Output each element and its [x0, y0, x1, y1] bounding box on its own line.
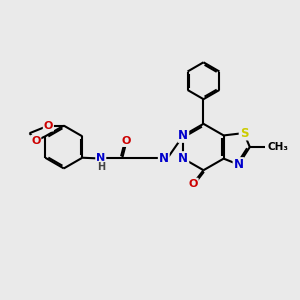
Text: N: N [159, 152, 169, 165]
Text: CH₃: CH₃ [267, 142, 288, 152]
Text: N: N [178, 152, 188, 165]
Text: O: O [188, 178, 198, 189]
Text: H: H [97, 162, 105, 172]
Text: O: O [44, 121, 53, 130]
Text: N: N [233, 158, 244, 171]
Text: N: N [178, 129, 188, 142]
Text: O: O [122, 136, 131, 146]
Text: O: O [31, 136, 40, 146]
Text: S: S [240, 127, 248, 140]
Text: N: N [96, 153, 105, 163]
